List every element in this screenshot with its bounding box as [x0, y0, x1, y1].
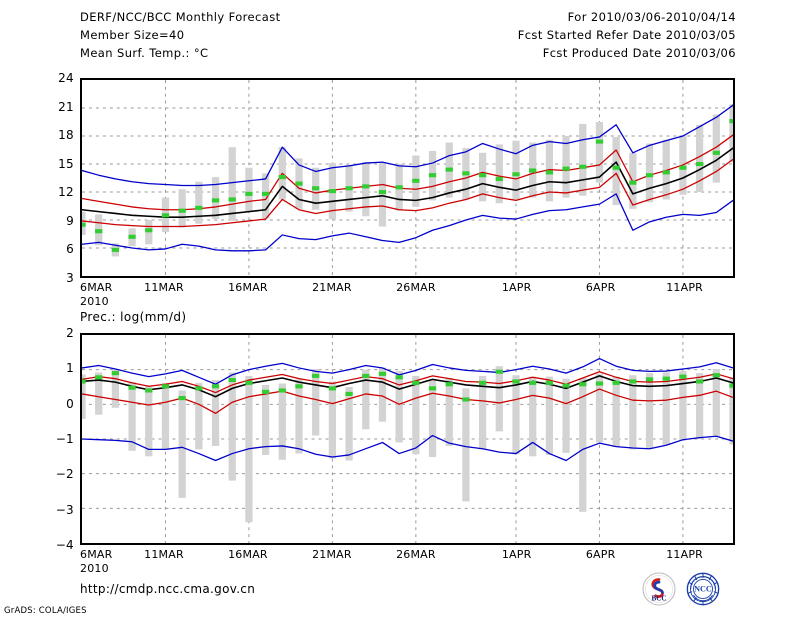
x-tick-label: 26MAR	[396, 548, 436, 561]
y-tick-label: −3	[55, 502, 74, 517]
x-axis-year: 2010	[80, 295, 109, 308]
y-tick-label: 1	[66, 361, 74, 376]
grads-credit: GrADS: COLA/IGES	[4, 606, 87, 616]
precipitation-y-axis: −4 −3 −2 −1 0 1 2	[52, 326, 74, 552]
x-tick-label: 1APR	[501, 281, 532, 294]
x-tick-label: 11MAR	[144, 281, 184, 294]
website-url[interactable]: http://cmdp.ncc.cma.gov.cn	[80, 582, 256, 596]
y-tick-label: 18	[58, 128, 74, 143]
temperature-plot-canvas	[82, 80, 733, 276]
bcc-logo-label: BCC	[651, 595, 666, 603]
y-tick-label: 6	[66, 242, 74, 257]
y-tick-label: −4	[55, 538, 74, 552]
y-tick-label: 3	[66, 271, 74, 285]
y-tick-label: 24	[58, 71, 74, 85]
y-tick-label: 21	[58, 99, 74, 114]
y-tick-label: 2	[66, 326, 74, 340]
temperature-plot	[80, 78, 735, 278]
precipitation-plot	[80, 333, 735, 545]
y-tick-label: 0	[66, 396, 74, 411]
ncc-logo-icon: NCC	[686, 572, 720, 606]
x-tick-label: 6APR	[585, 281, 616, 294]
x-tick-label: 1APR	[501, 548, 532, 561]
x-axis-year: 2010	[80, 562, 109, 575]
precipitation-axis-label: Prec.: log(mm/d)	[80, 310, 187, 324]
y-tick-label: −2	[55, 467, 74, 482]
precipitation-x-axis: 6MAR 2010 11MAR 16MAR 21MAR 26MAR 1APR 6APR 11AP…	[80, 548, 735, 578]
y-tick-label: −1	[55, 432, 74, 446]
y-tick-label: 12	[58, 185, 74, 200]
ncc-logo-label: NCC	[694, 585, 712, 594]
header-produced-date: Fcst Produced Date 2010/03/06	[542, 46, 736, 60]
header-member-size: Member Size=40	[80, 28, 185, 42]
x-tick-label: 6MAR	[80, 548, 113, 561]
x-tick-label: 16MAR	[228, 281, 268, 294]
header-variable: Mean Surf. Temp.: °C	[80, 46, 209, 60]
x-tick-label: 6MAR	[80, 281, 113, 294]
precipitation-plot-canvas	[82, 335, 733, 543]
x-tick-label: 11APR	[666, 281, 704, 294]
header-title: DERF/NCC/BCC Monthly Forecast	[80, 10, 281, 24]
x-tick-label: 21MAR	[312, 548, 352, 561]
header-start-refer-date: Fcst Started Refer Date 2010/03/05	[517, 28, 736, 42]
temperature-x-axis: 6MAR 2010 11MAR 16MAR 21MAR 26MAR 1APR 6APR 11AP…	[80, 281, 735, 311]
x-tick-label: 11MAR	[144, 548, 184, 561]
y-tick-label: 15	[58, 156, 74, 171]
agency-logos: BCC NCC	[642, 572, 748, 606]
x-tick-label: 26MAR	[396, 281, 436, 294]
x-tick-label: 16MAR	[228, 548, 268, 561]
header-forecast-period: For 2010/03/06-2010/04/14	[567, 10, 736, 24]
x-tick-label: 6APR	[585, 548, 616, 561]
bcc-logo-icon: BCC	[642, 572, 676, 606]
y-tick-label: 9	[66, 213, 74, 228]
x-tick-label: 21MAR	[312, 281, 352, 294]
x-tick-label: 11APR	[666, 548, 704, 561]
temperature-y-axis: 3 6 9 12 15 18 21 24	[52, 71, 74, 285]
